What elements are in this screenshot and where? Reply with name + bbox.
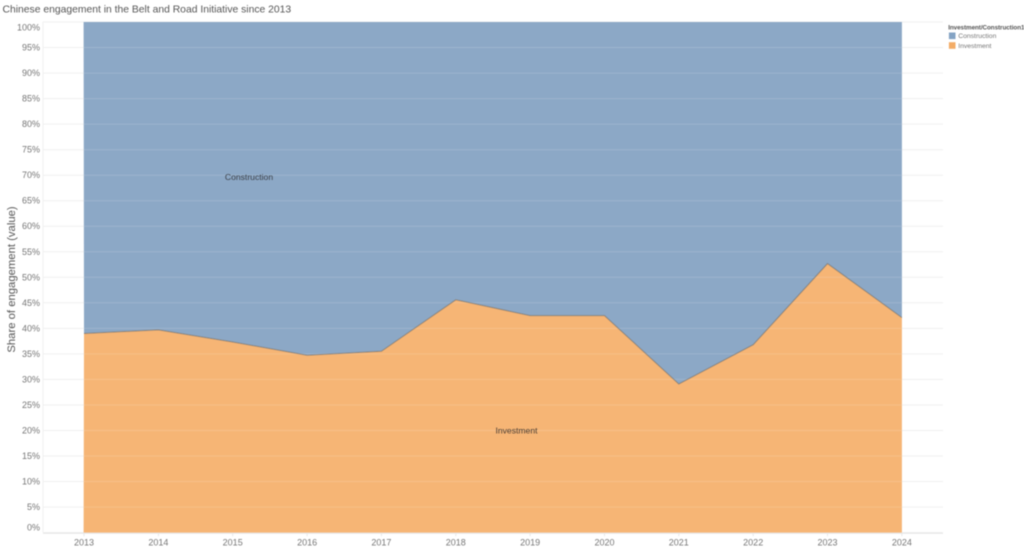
svg-text:Construction: Construction (958, 33, 996, 40)
svg-text:20%: 20% (22, 426, 40, 436)
svg-text:5%: 5% (27, 502, 40, 512)
svg-text:100%: 100% (17, 23, 40, 33)
svg-text:2020: 2020 (594, 538, 614, 548)
svg-text:85%: 85% (22, 94, 40, 104)
svg-text:70%: 70% (22, 170, 40, 180)
svg-text:2023: 2023 (817, 538, 837, 548)
svg-text:50%: 50% (22, 272, 40, 282)
svg-text:Chinese engagement in the Belt: Chinese engagement in the Belt and Road … (3, 4, 292, 15)
svg-text:15%: 15% (22, 451, 40, 461)
svg-text:2024: 2024 (892, 538, 912, 548)
svg-text:Construction: Construction (225, 172, 273, 182)
svg-text:2013: 2013 (74, 538, 94, 548)
svg-text:0%: 0% (27, 522, 40, 532)
svg-text:2019: 2019 (520, 538, 540, 548)
svg-text:95%: 95% (22, 43, 40, 53)
svg-text:10%: 10% (22, 477, 40, 487)
svg-text:2015: 2015 (223, 538, 243, 548)
svg-text:45%: 45% (22, 298, 40, 308)
svg-text:55%: 55% (22, 247, 40, 257)
svg-text:Investment/Construction1: Investment/Construction1 (948, 25, 1024, 32)
svg-text:75%: 75% (22, 145, 40, 155)
svg-text:35%: 35% (22, 349, 40, 359)
svg-text:2018: 2018 (446, 538, 466, 548)
svg-text:65%: 65% (22, 196, 40, 206)
svg-text:30%: 30% (22, 374, 40, 384)
svg-text:60%: 60% (22, 221, 40, 231)
svg-text:25%: 25% (22, 400, 40, 410)
svg-text:2014: 2014 (148, 538, 168, 548)
svg-text:2022: 2022 (743, 538, 763, 548)
svg-text:90%: 90% (22, 68, 40, 78)
svg-text:40%: 40% (22, 323, 40, 333)
svg-text:80%: 80% (22, 119, 40, 129)
svg-text:Investment: Investment (495, 425, 538, 435)
svg-text:2017: 2017 (371, 538, 391, 548)
svg-text:2021: 2021 (669, 538, 689, 548)
svg-text:Investment: Investment (958, 43, 991, 50)
svg-text:2016: 2016 (297, 538, 317, 548)
svg-text:Share of engagement (value): Share of engagement (value) (6, 206, 18, 353)
